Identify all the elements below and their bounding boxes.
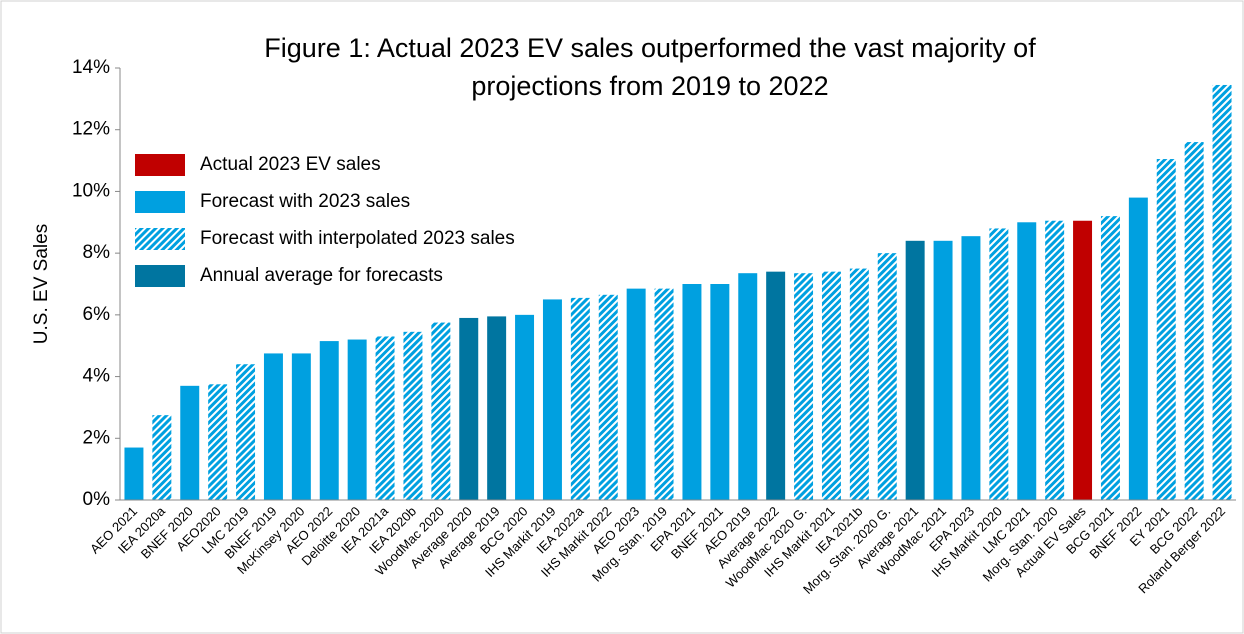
bar [654, 288, 674, 500]
bar [1128, 197, 1148, 500]
bar [794, 273, 814, 500]
bar [542, 299, 562, 500]
chart-title: Figure 1: Actual 2023 EV sales outperfor… [264, 33, 1036, 63]
bar [1073, 220, 1093, 500]
bar [403, 331, 423, 500]
chart-title: projections from 2019 to 2022 [471, 71, 828, 101]
bar [236, 364, 256, 500]
bar [1184, 142, 1204, 501]
bar [459, 317, 479, 500]
y-tick-label: 8% [83, 242, 111, 263]
bar [849, 268, 869, 500]
bar [738, 273, 758, 500]
bar [1045, 220, 1065, 500]
legend-label: Forecast with 2023 sales [200, 191, 410, 212]
bar [877, 253, 897, 500]
bar [570, 297, 590, 500]
legend-label: Annual average for forecasts [200, 265, 443, 286]
bar [208, 384, 228, 500]
bar [710, 284, 730, 500]
y-tick-label: 4% [83, 366, 111, 387]
legend-label: Forecast with interpolated 2023 sales [200, 228, 515, 249]
bar [933, 240, 953, 501]
legend-swatch [135, 154, 185, 176]
bar [1212, 84, 1232, 500]
y-tick-label: 14% [72, 57, 110, 78]
bar [431, 322, 451, 500]
legend-swatch [135, 228, 185, 250]
bar [152, 415, 172, 500]
bar [487, 316, 507, 500]
y-tick-label: 2% [83, 427, 111, 448]
bar [1017, 222, 1037, 501]
y-tick-label: 10% [72, 180, 110, 201]
bar [626, 288, 646, 500]
bar [598, 294, 618, 500]
y-axis-label: U.S. EV Sales [31, 224, 52, 344]
bar [961, 236, 981, 500]
legend-label: Actual 2023 EV sales [200, 154, 381, 175]
bar [263, 353, 283, 500]
bar [515, 314, 535, 500]
bar [319, 341, 339, 500]
bar [180, 385, 200, 500]
bar [1100, 216, 1120, 500]
bar [291, 353, 311, 500]
bar [766, 271, 786, 500]
bar [375, 336, 395, 500]
y-tick-label: 6% [83, 304, 111, 325]
bar [905, 240, 925, 501]
bar [989, 228, 1009, 500]
bar [124, 447, 144, 500]
bar [347, 339, 367, 500]
legend-swatch [135, 191, 185, 213]
y-tick-label: 0% [83, 489, 111, 510]
bar [682, 284, 702, 500]
legend-swatch [135, 265, 185, 287]
bar [1156, 159, 1176, 500]
y-tick-label: 12% [72, 119, 110, 140]
bar [821, 271, 841, 500]
